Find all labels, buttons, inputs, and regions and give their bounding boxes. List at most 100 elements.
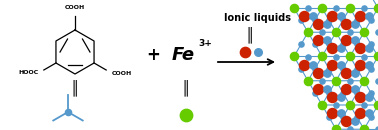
Point	[333, 7, 339, 9]
Point	[305, 7, 311, 9]
Point	[333, 80, 339, 82]
Point	[354, 68, 360, 70]
Point	[314, 23, 321, 25]
Point	[368, 116, 374, 118]
Point	[375, 7, 378, 9]
Text: COOH: COOH	[65, 5, 85, 10]
Point	[354, 116, 360, 118]
Point	[326, 68, 332, 70]
Point	[291, 56, 297, 58]
Point	[312, 43, 318, 45]
Point	[354, 19, 360, 21]
Point	[319, 104, 325, 106]
Point	[342, 72, 349, 74]
Point	[352, 88, 358, 90]
Point	[340, 19, 346, 21]
Point	[354, 43, 360, 45]
Point	[324, 72, 330, 74]
Point	[342, 39, 349, 41]
Point	[342, 23, 349, 25]
Point	[314, 88, 321, 90]
Point	[352, 39, 358, 41]
Point	[328, 96, 335, 98]
Point	[368, 19, 374, 21]
Point	[326, 116, 332, 118]
Point	[375, 128, 378, 130]
Point	[305, 80, 311, 82]
Point	[312, 19, 318, 21]
Point	[312, 92, 318, 94]
Point	[305, 56, 311, 58]
Point	[319, 56, 325, 58]
Point	[298, 68, 304, 70]
Point	[333, 31, 339, 33]
Point	[301, 64, 307, 66]
Point	[347, 31, 353, 33]
Point	[305, 31, 311, 33]
Point	[338, 96, 344, 98]
Point	[326, 19, 332, 21]
Point	[333, 104, 339, 106]
Point	[356, 64, 363, 66]
Point	[361, 80, 367, 82]
Point	[368, 43, 374, 45]
Text: 3+: 3+	[198, 40, 212, 48]
Point	[361, 56, 367, 58]
Point	[361, 128, 367, 130]
Point	[356, 96, 363, 98]
Text: ║: ║	[246, 27, 254, 43]
Point	[324, 88, 330, 90]
Text: +: +	[146, 46, 160, 64]
Point	[342, 120, 349, 122]
Point	[298, 43, 304, 45]
Point	[301, 15, 307, 17]
Point	[324, 23, 330, 25]
Point	[340, 116, 346, 118]
Point	[366, 64, 372, 66]
Point	[375, 31, 378, 33]
Point	[328, 15, 335, 17]
Point	[356, 15, 363, 17]
Point	[183, 114, 189, 116]
Point	[319, 80, 325, 82]
Point	[354, 92, 360, 94]
Point	[356, 112, 363, 114]
Point	[314, 39, 321, 41]
Text: COOH: COOH	[112, 70, 132, 76]
Point	[342, 88, 349, 90]
Point	[368, 92, 374, 94]
Point	[347, 7, 353, 9]
Point	[347, 56, 353, 58]
Point	[340, 92, 346, 94]
Text: Fe: Fe	[172, 46, 195, 64]
Point	[347, 104, 353, 106]
Point	[340, 68, 346, 70]
Point	[340, 43, 346, 45]
Point	[375, 104, 378, 106]
Point	[366, 96, 372, 98]
Point	[326, 92, 332, 94]
Point	[65, 111, 71, 113]
Point	[361, 31, 367, 33]
Point	[347, 128, 353, 130]
Point	[352, 23, 358, 25]
Point	[338, 15, 344, 17]
Point	[338, 47, 344, 49]
Text: HOOC: HOOC	[19, 70, 39, 76]
Point	[333, 56, 339, 58]
Point	[338, 64, 344, 66]
Point	[319, 7, 325, 9]
Point	[361, 104, 367, 106]
Point	[368, 68, 374, 70]
Point	[324, 39, 330, 41]
Point	[356, 47, 363, 49]
Point	[314, 72, 321, 74]
Point	[352, 120, 358, 122]
Text: ║: ║	[71, 80, 79, 96]
Point	[326, 43, 332, 45]
Point	[328, 64, 335, 66]
Point	[328, 112, 335, 114]
Point	[352, 72, 358, 74]
Point	[333, 128, 339, 130]
Point	[361, 7, 367, 9]
